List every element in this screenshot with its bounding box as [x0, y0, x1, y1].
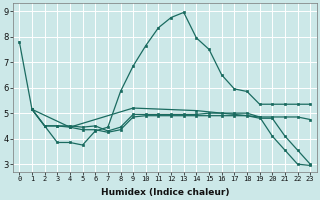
X-axis label: Humidex (Indice chaleur): Humidex (Indice chaleur) — [100, 188, 229, 197]
